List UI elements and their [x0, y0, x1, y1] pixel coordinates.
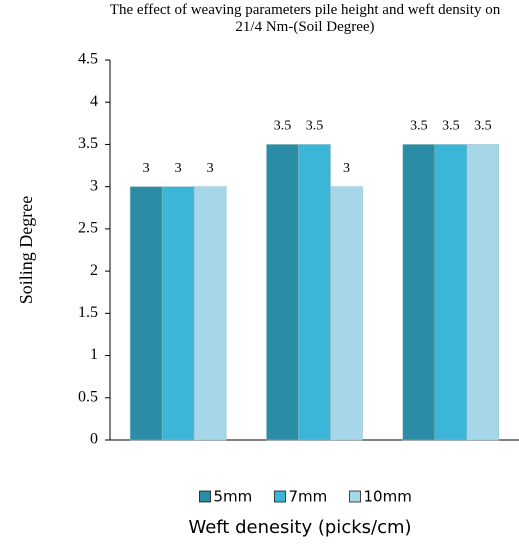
data-label: 3.5 — [274, 119, 292, 134]
y-tick-label: 4.5 — [78, 51, 98, 68]
legend-swatch — [199, 490, 211, 503]
bar — [434, 144, 468, 441]
bar — [193, 186, 227, 441]
y-tick-label: 3 — [90, 177, 98, 194]
bar — [266, 144, 299, 441]
data-label: 3.5 — [306, 119, 324, 134]
data-label: 3.5 — [410, 119, 428, 134]
y-tick-label: 0.5 — [78, 388, 98, 405]
data-label: 3 — [343, 161, 350, 176]
bar — [330, 186, 363, 441]
y-tick-label: 3.5 — [78, 135, 98, 152]
y-tick-label: 2 — [90, 262, 98, 279]
legend-swatch — [349, 490, 361, 503]
bar — [161, 186, 195, 441]
legend-label: 10mm — [364, 488, 412, 506]
legend-swatch — [274, 490, 286, 503]
y-axis-label: Soiling Degree — [16, 196, 36, 304]
y-tick-label: 1.5 — [78, 304, 98, 321]
data-label: 3 — [207, 161, 214, 176]
y-tick-label: 2.5 — [78, 220, 98, 237]
chart-title: The effect of weaving parameters pile he… — [109, 2, 501, 35]
y-tick-label: 0 — [90, 431, 98, 448]
data-label: 3.5 — [474, 119, 492, 134]
y-tick-label: 1 — [90, 346, 98, 363]
x-axis-label: Weft denesity (picks/cm) — [188, 517, 411, 538]
bar — [298, 144, 331, 441]
y-tick-label: 4 — [90, 93, 98, 110]
legend-label: 5mm — [214, 488, 253, 506]
legend-label: 7mm — [289, 488, 328, 506]
bar — [402, 144, 436, 441]
data-label: 3 — [175, 161, 182, 176]
bar — [466, 144, 500, 441]
data-label: 3 — [143, 161, 150, 176]
data-label: 3.5 — [442, 119, 460, 134]
bar — [129, 186, 163, 441]
